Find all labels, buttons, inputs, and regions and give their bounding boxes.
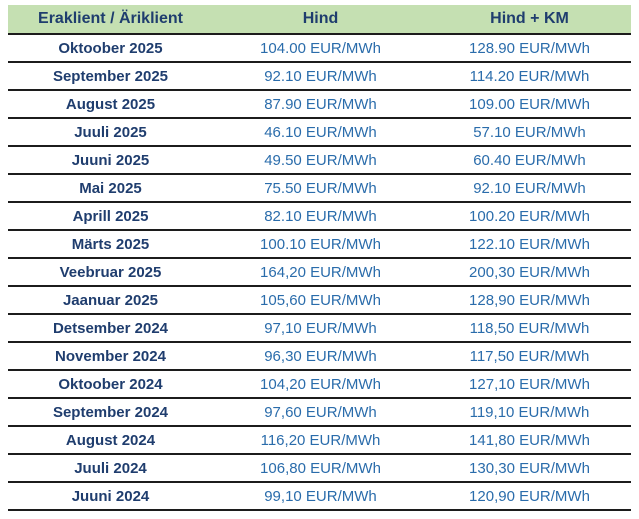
period-cell: Veebruar 2025: [59, 263, 162, 281]
table-header-row: Eraklient / Äriklient Hind Hind + KM: [8, 5, 631, 35]
column-header-hind: Hind: [302, 10, 339, 27]
table-row: Juuni 2025 49.50 EUR/MWh 60.40 EUR/MWh: [8, 147, 631, 175]
table-row: Oktoober 2025 104.00 EUR/MWh 128.90 EUR/…: [8, 35, 631, 63]
hind-km-value-cell: 119,10 EUR/MWh: [469, 403, 590, 421]
period-cell: August 2024: [65, 431, 156, 449]
hind-km-value-cell: 109.00 EUR/MWh: [469, 95, 590, 113]
hind-km-value-cell: 141,80 EUR/MWh: [469, 431, 590, 449]
period-cell: Oktoober 2024: [58, 375, 163, 393]
hind-value-cell: 49.50 EUR/MWh: [264, 151, 377, 169]
table-row: September 2025 92.10 EUR/MWh 114.20 EUR/…: [8, 63, 631, 91]
hind-value-cell: 106,80 EUR/MWh: [260, 459, 381, 477]
period-cell: Juuli 2025: [74, 123, 147, 141]
hind-value-cell: 105,60 EUR/MWh: [260, 291, 381, 309]
hind-value-cell: 97,10 EUR/MWh: [264, 319, 377, 337]
hind-km-value-cell: 128,90 EUR/MWh: [469, 291, 590, 309]
period-cell: Detsember 2024: [52, 319, 169, 337]
hind-value-cell: 82.10 EUR/MWh: [264, 207, 377, 225]
period-cell: September 2025: [52, 67, 169, 85]
hind-value-cell: 100.10 EUR/MWh: [260, 235, 381, 253]
hind-km-value-cell: 128.90 EUR/MWh: [469, 39, 590, 57]
table-row: Jaanuar 2025 105,60 EUR/MWh 128,90 EUR/M…: [8, 287, 631, 315]
table-row: Aprill 2025 82.10 EUR/MWh 100.20 EUR/MWh: [8, 203, 631, 231]
hind-value-cell: 104,20 EUR/MWh: [260, 375, 381, 393]
period-cell: Oktoober 2025: [58, 39, 163, 57]
table-row: August 2025 87.90 EUR/MWh 109.00 EUR/MWh: [8, 91, 631, 119]
hind-km-value-cell: 100.20 EUR/MWh: [469, 207, 590, 225]
column-header-client-type: Eraklient / Äriklient: [38, 10, 183, 27]
period-cell: Juuni 2024: [71, 487, 150, 505]
table-row: Märts 2025 100.10 EUR/MWh 122.10 EUR/MWh: [8, 231, 631, 259]
hind-km-value-cell: 114.20 EUR/MWh: [469, 67, 590, 85]
hind-km-value-cell: 127,10 EUR/MWh: [469, 375, 590, 393]
table-body: Oktoober 2025 104.00 EUR/MWh 128.90 EUR/…: [8, 35, 631, 511]
table-row: Juuli 2024 106,80 EUR/MWh 130,30 EUR/MWh: [8, 455, 631, 483]
table-row: Detsember 2024 97,10 EUR/MWh 118,50 EUR/…: [8, 315, 631, 343]
hind-value-cell: 87.90 EUR/MWh: [264, 95, 377, 113]
table-row: Mai 2025 75.50 EUR/MWh 92.10 EUR/MWh: [8, 175, 631, 203]
period-cell: Juuni 2025: [71, 151, 150, 169]
table-row: Veebruar 2025 164,20 EUR/MWh 200,30 EUR/…: [8, 259, 631, 287]
period-cell: Aprill 2025: [72, 207, 149, 225]
period-cell: Mai 2025: [79, 179, 142, 197]
hind-value-cell: 97,60 EUR/MWh: [264, 403, 377, 421]
period-cell: Märts 2025: [71, 235, 150, 253]
table-row: Oktoober 2024 104,20 EUR/MWh 127,10 EUR/…: [8, 371, 631, 399]
hind-km-value-cell: 200,30 EUR/MWh: [469, 263, 590, 281]
hind-value-cell: 92.10 EUR/MWh: [264, 67, 377, 85]
hind-km-value-cell: 120,90 EUR/MWh: [469, 487, 590, 505]
hind-value-cell: 164,20 EUR/MWh: [260, 263, 381, 281]
period-cell: November 2024: [55, 347, 166, 365]
hind-km-value-cell: 118,50 EUR/MWh: [469, 319, 590, 337]
hind-km-value-cell: 117,50 EUR/MWh: [469, 347, 590, 365]
hind-km-value-cell: 92.10 EUR/MWh: [473, 179, 586, 197]
period-cell: August 2025: [65, 95, 156, 113]
period-cell: Jaanuar 2025: [62, 291, 159, 309]
hind-value-cell: 46.10 EUR/MWh: [264, 123, 377, 141]
table-row: Juuni 2024 99,10 EUR/MWh 120,90 EUR/MWh: [8, 483, 631, 511]
hind-km-value-cell: 122.10 EUR/MWh: [469, 235, 590, 253]
table-row: Juuli 2025 46.10 EUR/MWh 57.10 EUR/MWh: [8, 119, 631, 147]
price-table: Eraklient / Äriklient Hind Hind + KM Okt…: [8, 5, 631, 511]
period-cell: September 2024: [52, 403, 169, 421]
hind-km-value-cell: 57.10 EUR/MWh: [473, 123, 586, 141]
table-row: September 2024 97,60 EUR/MWh 119,10 EUR/…: [8, 399, 631, 427]
table-row: November 2024 96,30 EUR/MWh 117,50 EUR/M…: [8, 343, 631, 371]
table-row: August 2024 116,20 EUR/MWh 141,80 EUR/MW…: [8, 427, 631, 455]
hind-value-cell: 116,20 EUR/MWh: [260, 431, 381, 449]
hind-value-cell: 99,10 EUR/MWh: [264, 487, 377, 505]
hind-km-value-cell: 130,30 EUR/MWh: [469, 459, 590, 477]
column-header-hind-km: Hind + KM: [490, 10, 569, 27]
hind-value-cell: 104.00 EUR/MWh: [260, 39, 381, 57]
hind-value-cell: 75.50 EUR/MWh: [264, 179, 377, 197]
period-cell: Juuli 2024: [74, 459, 147, 477]
hind-value-cell: 96,30 EUR/MWh: [264, 347, 377, 365]
hind-km-value-cell: 60.40 EUR/MWh: [473, 151, 586, 169]
